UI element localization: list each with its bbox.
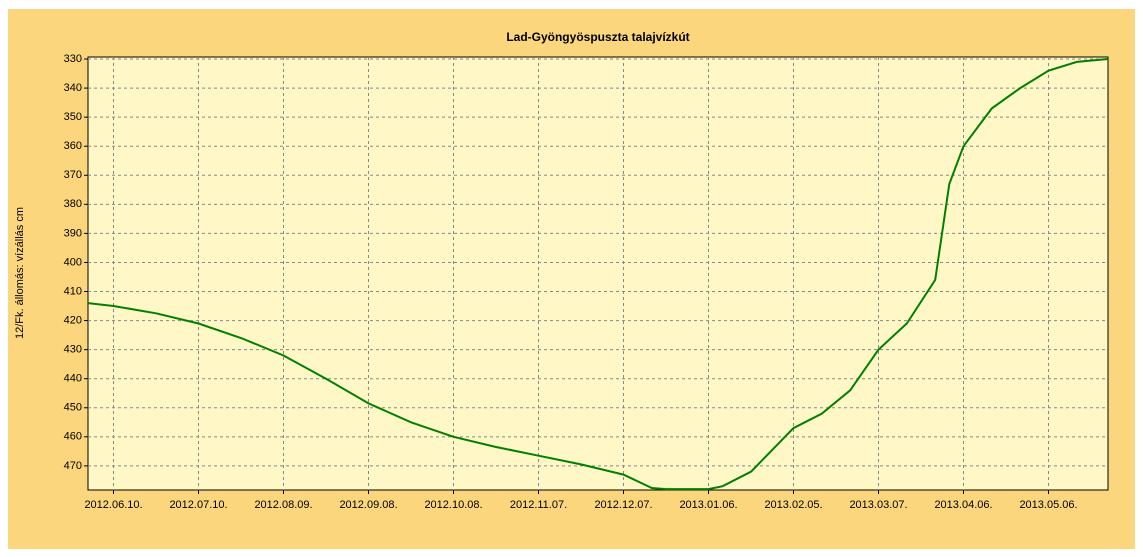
y-tick-label: 390 <box>64 227 82 239</box>
x-tick-label: 2012.08.09. <box>254 499 312 511</box>
x-tick-label: 2012.10.08. <box>424 499 482 511</box>
x-tick-label: 2012.07.10. <box>169 499 227 511</box>
data-line <box>87 58 1109 491</box>
y-tick-label: 400 <box>64 256 82 268</box>
plot-area <box>87 56 1109 491</box>
y-tick-label: 380 <box>64 198 82 210</box>
y-tick-label: 370 <box>64 169 82 181</box>
y-tick-label: 330 <box>64 53 82 65</box>
y-tick-label: 340 <box>64 82 82 94</box>
x-tick-label: 2013.05.06. <box>1019 499 1077 511</box>
y-tick-label: 460 <box>64 431 82 443</box>
x-tick-label: 2013.02.05. <box>764 499 822 511</box>
y-tick-label: 430 <box>64 344 82 356</box>
y-tick-label: 420 <box>64 314 82 326</box>
x-tick-label: 2012.12.07. <box>594 499 652 511</box>
x-tick-label: 2012.09.08. <box>339 499 397 511</box>
x-tick-label: 2012.11.07. <box>510 499 567 511</box>
x-tick-label: 2013.04.06. <box>934 499 992 511</box>
chart-title: Lad-Gyöngyöspuszta talajvízkút <box>506 30 689 44</box>
y-tick-label: 450 <box>64 402 82 414</box>
x-tick-label: 2013.03.07. <box>849 499 907 511</box>
y-tick-label: 470 <box>64 460 82 472</box>
y-tick-label: 360 <box>64 140 82 152</box>
y-tick-label: 440 <box>64 373 82 385</box>
y-tick-label: 410 <box>64 285 82 297</box>
y-axis-label: 12/Fk. állomás: vízállás cm <box>14 207 26 339</box>
x-tick-label: 2013.01.06. <box>679 499 737 511</box>
x-tick-label: 2012.06.10. <box>84 499 142 511</box>
y-tick-label: 350 <box>64 111 82 123</box>
